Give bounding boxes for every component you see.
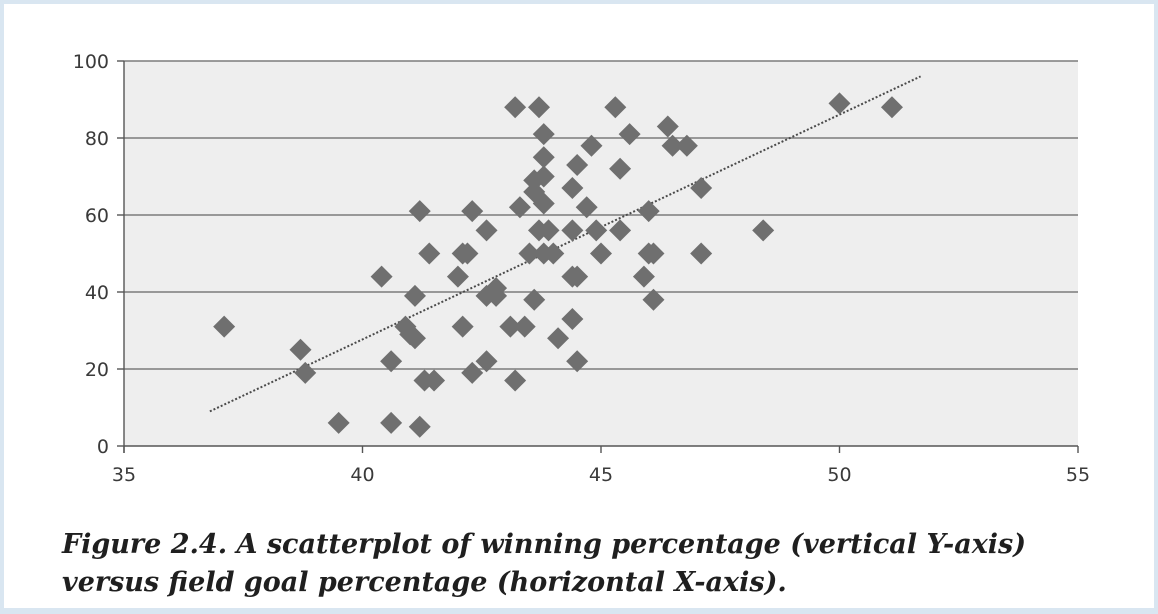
data-point: [675, 134, 698, 157]
data-point: [461, 200, 484, 223]
data-point: [642, 288, 665, 311]
data-point: [828, 92, 851, 115]
data-point: [632, 265, 655, 288]
data-point: [289, 338, 312, 361]
data-point: [532, 165, 555, 188]
data-point: [532, 146, 555, 169]
data-point: [380, 411, 403, 434]
data-point: [403, 327, 426, 350]
data-point: [527, 96, 550, 119]
data-point: [213, 315, 236, 338]
data-point: [566, 265, 589, 288]
data-point: [656, 115, 679, 138]
data-point: [370, 265, 393, 288]
data-point: [542, 242, 565, 265]
y-tick-label: 60: [85, 205, 109, 227]
x-tick-label: 40: [350, 464, 374, 486]
trendline: [209, 75, 922, 413]
data-point: [609, 219, 632, 242]
y-tick-labels: 0 20 40 60 80 100: [73, 51, 109, 458]
data-points: [213, 92, 903, 438]
x-tick-label: 35: [112, 464, 136, 486]
data-point: [561, 307, 584, 330]
data-point: [499, 315, 522, 338]
data-point: [451, 315, 474, 338]
data-point: [690, 242, 713, 265]
data-point: [403, 284, 426, 307]
data-point: [561, 177, 584, 200]
scatter-chart: 35 40 45 50 55 0 20 40 60 80 100: [73, 51, 1090, 486]
data-point: [518, 242, 541, 265]
data-point: [585, 219, 608, 242]
figure-caption: Figure 2.4. A scatterplot of winning per…: [62, 529, 1027, 598]
data-point: [547, 327, 570, 350]
data-point: [661, 134, 684, 157]
data-point: [408, 200, 431, 223]
data-point: [504, 369, 527, 392]
data-point: [327, 411, 350, 434]
data-point: [475, 219, 498, 242]
data-point: [504, 96, 527, 119]
data-point: [880, 96, 903, 119]
data-point: [408, 415, 431, 438]
figure-frame: 35 40 45 50 55 0 20 40 60 80 100 Figure 2.4. A sc…: [4, 4, 1154, 608]
data-point: [423, 369, 446, 392]
data-point: [637, 200, 660, 223]
data-point: [604, 96, 627, 119]
y-tick-label: 0: [97, 436, 109, 458]
data-point: [590, 242, 612, 265]
data-point: [456, 242, 479, 265]
data-point: [566, 350, 589, 373]
data-point: [537, 219, 560, 242]
data-point: [752, 219, 775, 242]
y-tick-label: 20: [85, 359, 109, 381]
axes: [117, 60, 1079, 453]
data-point: [580, 134, 603, 157]
data-point: [566, 153, 589, 176]
data-point: [294, 361, 317, 384]
y-tick-label: 40: [85, 282, 109, 304]
data-point: [446, 265, 469, 288]
trendline-group: [209, 75, 922, 413]
x-tick-label: 50: [827, 464, 851, 486]
data-point: [642, 242, 665, 265]
data-point: [513, 315, 536, 338]
y-tick-label: 80: [85, 128, 109, 150]
gridlines: [124, 60, 1078, 370]
data-point: [380, 350, 403, 373]
y-tick-label: 100: [73, 51, 109, 73]
data-point: [575, 196, 598, 219]
data-point: [475, 350, 498, 373]
x-tick-label: 55: [1066, 464, 1090, 486]
data-point: [461, 361, 484, 384]
data-point: [523, 288, 546, 311]
data-point: [532, 192, 555, 215]
x-tick-labels: 35 40 45 50 55: [112, 464, 1090, 486]
data-point: [690, 177, 713, 200]
data-point: [485, 284, 508, 307]
data-point: [418, 242, 441, 265]
data-point: [561, 219, 584, 242]
x-tick-label: 45: [589, 464, 613, 486]
data-point: [609, 157, 632, 180]
